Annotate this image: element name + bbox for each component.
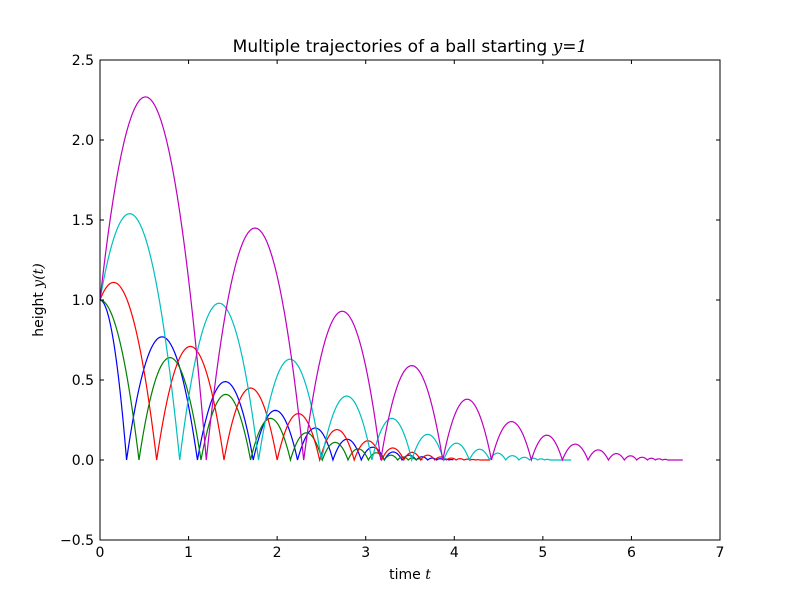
x-tick-label: 7 [716, 545, 725, 561]
y-tick-label: 2.5 [72, 53, 94, 69]
y-axis-label: height y(t) [31, 263, 47, 337]
series-line-5 [99, 96, 683, 463]
y-tick-label: 1.5 [72, 213, 94, 229]
x-axis-label-math: t [425, 567, 431, 583]
y-axis-label-text: height [31, 288, 47, 337]
chart-title-text: Multiple trajectories of a ball starting [233, 37, 553, 57]
axes-frame [99, 59, 721, 541]
series-line-4 [99, 212, 572, 463]
series-line-2 [99, 299, 423, 463]
series-layer [99, 96, 683, 463]
x-tick-label: 5 [538, 545, 547, 561]
series-line-3 [99, 281, 490, 463]
chart-title: Multiple trajectories of a ball starting… [233, 37, 588, 57]
y-axis-label-math: y(t) [31, 263, 47, 288]
ticks-layer: 0 1 2 3 4 5 6 7 −0.5 0.0 0.5 1.0 1.5 2.0 2.5 [60, 53, 724, 561]
x-axis-label: time t [389, 567, 431, 583]
x-tick-label: 6 [627, 545, 636, 561]
series-line-1 [99, 299, 454, 462]
y-tick-label: 0.0 [72, 453, 94, 469]
y-tick-label: 2.0 [72, 133, 94, 149]
x-tick-label: 0 [96, 545, 105, 561]
y-tick-label: 1.0 [72, 293, 94, 309]
chart-title-math: y=1 [552, 37, 588, 57]
x-tick-label: 2 [273, 545, 282, 561]
y-tick-label: −0.5 [60, 533, 94, 549]
x-tick-label: 4 [450, 545, 459, 561]
x-axis-label-text: time [389, 567, 425, 583]
x-tick-label: 3 [361, 545, 370, 561]
y-tick-label: 0.5 [72, 373, 94, 389]
x-tick-label: 1 [184, 545, 193, 561]
